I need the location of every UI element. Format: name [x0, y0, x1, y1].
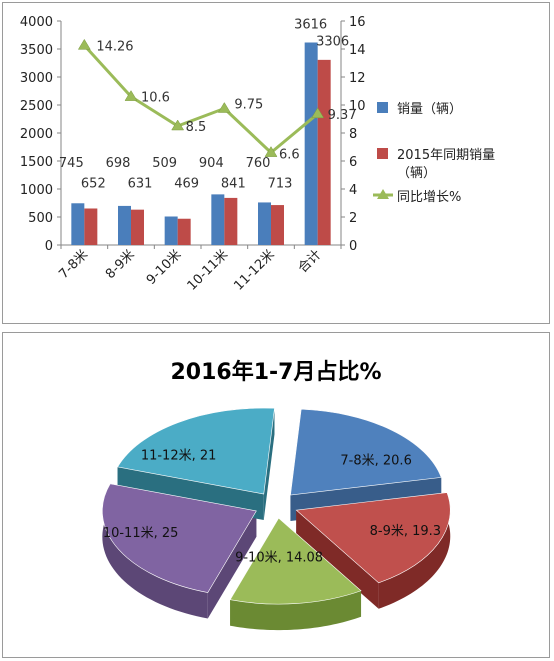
growth-marker: [77, 38, 91, 50]
growth-line: [83, 44, 319, 155]
left-tick-label: 1500: [20, 155, 53, 170]
growth-marker: [171, 119, 185, 131]
pie-slice: [229, 517, 362, 605]
bar-sales-2016: [164, 216, 178, 245]
combo-chart-panel: 0 500 1000 1500 2000 2500 3000 3500 4000 0 2 4 6 8 10 1…: [2, 2, 550, 324]
x-category-label: 11-12米: [231, 247, 278, 294]
bar-sales-2015: [177, 218, 191, 245]
bar-data-label: 698: [106, 156, 131, 171]
legend-swatch: [377, 102, 388, 113]
bar-data-label: 841: [221, 176, 246, 191]
growth-marker: [124, 90, 138, 101]
pie-slice-label: 7-8米, 20.6: [340, 453, 411, 468]
pie-slice-side: [230, 590, 362, 631]
growth-data-label: 14.26: [96, 39, 133, 54]
bar-sales-2016: [118, 205, 131, 245]
bar-data-label: 509: [152, 156, 177, 171]
bar-sales-2015: [224, 197, 238, 245]
bar-data-label: 713: [268, 176, 293, 191]
legend-swatch: [377, 148, 388, 159]
left-tick-label: 3500: [20, 43, 53, 58]
bar-data-label: 3616: [294, 17, 327, 32]
left-tick-label: 2500: [20, 99, 53, 114]
x-category-label: 9-10米: [144, 247, 185, 288]
pie-slice: [295, 492, 451, 584]
pie-slice-wall: [296, 510, 379, 609]
pie-slice-label: 8-9米, 19.3: [370, 524, 441, 539]
x-category-label: 8-9米: [103, 247, 138, 282]
legend-marker: [377, 189, 389, 199]
x-category-label: 合计: [295, 247, 324, 276]
right-tick-label: 10: [349, 99, 366, 114]
growth-data-label: 8.5: [186, 120, 207, 135]
right-tick-label: 0: [349, 239, 357, 254]
legend-label: 销量（辆）: [397, 102, 462, 117]
bar-data-label: 760: [246, 156, 271, 171]
bar-sales-2015: [317, 59, 331, 245]
pie-title: 2016年1-7月占比%: [170, 359, 381, 385]
bar-sales-2016: [258, 202, 271, 245]
bar-data-label: 3306: [316, 34, 349, 49]
pie-slice-label: 9-10米, 14.08: [235, 551, 323, 566]
pie-chart-panel: 2016年1-7月占比% 7-8米, 20.6 8-9米, 19.3 9-10米, 1…: [2, 332, 550, 658]
pie-slice: [290, 408, 442, 496]
bar-data-label: 469: [174, 176, 199, 191]
x-category-label: 10-11米: [185, 247, 232, 294]
bar-sales-2016: [71, 203, 85, 245]
pie-slice-wall: [207, 510, 257, 619]
pie-slice-label: 11-12米, 21: [141, 449, 217, 464]
x-category-label: 7-8米: [56, 247, 91, 282]
legend-label: 2015年同期销量 （辆）: [397, 148, 495, 181]
pie-slice-wall: [263, 408, 275, 521]
legend-label-line: 2015年同期销量: [397, 148, 495, 163]
growth-marker: [311, 107, 325, 119]
left-tick-label: 4000: [20, 15, 53, 30]
growth-data-label: 9.37: [328, 108, 357, 123]
growth-marker: [264, 146, 278, 157]
pie-tops: 7-8米, 20.6 8-9米, 19.3 9-10米, 14.08 10-11米, …: [102, 407, 451, 605]
growth-marker: [217, 102, 231, 113]
bar-sales-2016: [211, 194, 225, 245]
right-tick-label: 14: [349, 43, 366, 58]
bar-data-label: 652: [81, 176, 106, 191]
pie-slice-label: 10-11米, 25: [103, 526, 179, 541]
pie-slice-side: [378, 492, 451, 609]
bar-sales-2015: [271, 205, 284, 245]
bar-data-label: 904: [199, 156, 224, 171]
growth-data-label: 9.75: [234, 98, 263, 113]
bar-data-label: 631: [128, 176, 153, 191]
legend-label-line: （辆）: [397, 166, 436, 181]
left-tick-label: 0: [45, 239, 53, 254]
right-tick-label: 4: [349, 183, 357, 198]
bar-sales-2015: [84, 208, 98, 245]
bar-sales-2016: [304, 42, 318, 246]
growth-data-label: 10.6: [141, 91, 170, 106]
legend-label: 同比增长%: [397, 190, 461, 205]
left-tick-label: 3000: [20, 71, 53, 86]
right-tick-label: 16: [349, 15, 366, 30]
left-tick-label: 2000: [20, 127, 53, 142]
right-tick-label: 6: [349, 155, 357, 170]
right-tick-label: 2: [349, 211, 357, 226]
bar-data-label: 745: [59, 156, 84, 171]
growth-data-label: 6.6: [279, 148, 300, 163]
pie-slice: [117, 407, 275, 495]
right-tick-label: 12: [349, 71, 366, 86]
share-pie-chart: 2016年1-7月占比% 7-8米, 20.6 8-9米, 19.3 9-10米, 1…: [102, 359, 451, 631]
pie-slice: [102, 483, 257, 593]
left-tick-label: 1000: [20, 183, 53, 198]
left-tick-label: 500: [28, 211, 53, 226]
bar-sales-2015: [131, 209, 144, 245]
right-tick-label: 8: [349, 127, 357, 142]
pie-slice-side: [102, 483, 208, 619]
sales-combo-chart: 0 500 1000 1500 2000 2500 3000 3500 4000 0 2 4 6 8 10 1…: [20, 15, 495, 294]
